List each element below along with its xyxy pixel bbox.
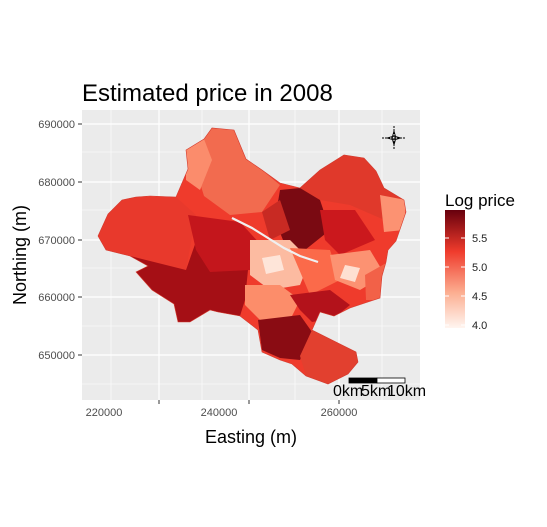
legend-title: Log price <box>445 191 515 210</box>
y-tick-label: 680000 <box>38 177 75 189</box>
y-tick-label: 650000 <box>38 350 75 362</box>
x-tick-label: 240000 <box>201 407 238 419</box>
map-title: Estimated price in 2008 <box>82 80 333 107</box>
legend-label: 5.5 <box>472 233 487 245</box>
x-axis-title: Easting (m) <box>205 427 297 447</box>
y-tick-label: 670000 <box>38 235 75 247</box>
y-tick-label: 660000 <box>38 292 75 304</box>
y-tick-label: 690000 <box>38 119 75 131</box>
legend-label: 5.0 <box>472 262 487 274</box>
legend: Log price 5.5 5.0 4.5 4.0 <box>445 191 515 332</box>
x-tick-label: 260000 <box>321 407 358 419</box>
legend-label: 4.0 <box>472 320 487 332</box>
x-tick-label: 220000 <box>86 407 123 419</box>
legend-colorbar <box>445 210 465 328</box>
y-axis-title: Northing (m) <box>10 205 30 305</box>
scale-label-0: 0km <box>333 383 363 400</box>
scale-label-10: 10km <box>387 383 426 400</box>
legend-label: 4.5 <box>472 291 487 303</box>
